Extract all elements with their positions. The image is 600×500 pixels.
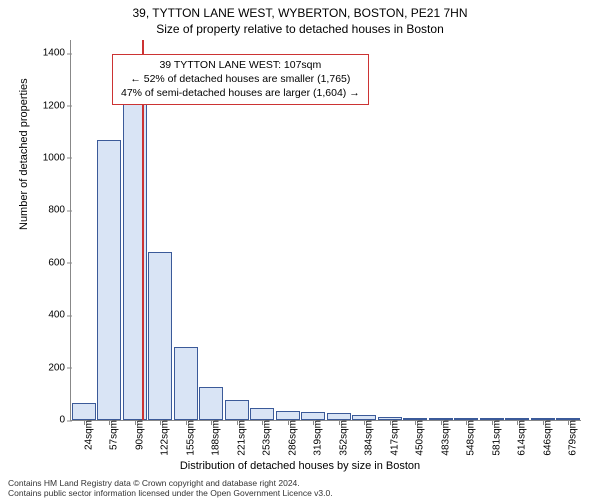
x-tick-label: 483sqm [438, 420, 451, 456]
chart-title-line2: Size of property relative to detached ho… [0, 22, 600, 36]
annotation-box: 39 TYTTON LANE WEST: 107sqm ← 52% of det… [112, 54, 369, 105]
histogram-bar [225, 400, 249, 420]
y-tick-label: 200 [48, 362, 71, 373]
y-tick-label: 600 [48, 257, 71, 268]
x-tick-label: 384sqm [362, 420, 375, 456]
x-tick-label: 24sqm [81, 420, 94, 450]
x-tick-label: 417sqm [387, 420, 400, 456]
footer-line2: Contains public sector information licen… [8, 488, 333, 498]
x-tick-label: 57sqm [107, 420, 120, 450]
x-tick-label: 221sqm [234, 420, 247, 456]
x-tick-label: 90sqm [132, 420, 145, 450]
x-tick-label: 679sqm [566, 420, 579, 456]
histogram-bar [72, 403, 96, 420]
histogram-bar [301, 412, 325, 420]
histogram-bar [97, 140, 121, 420]
chart-container: 39, TYTTON LANE WEST, WYBERTON, BOSTON, … [0, 0, 600, 500]
y-tick-label: 1400 [43, 48, 71, 59]
histogram-bar [174, 347, 198, 420]
histogram-bar [276, 411, 300, 420]
x-tick-label: 188sqm [209, 420, 222, 456]
annotation-line2: ← 52% of detached houses are smaller (1,… [121, 72, 360, 86]
footer-line1: Contains HM Land Registry data © Crown c… [8, 478, 333, 488]
x-tick-label: 581sqm [489, 420, 502, 456]
x-tick-label: 352sqm [336, 420, 349, 456]
y-tick-label: 1200 [43, 100, 71, 111]
x-tick-label: 646sqm [540, 420, 553, 456]
y-tick-label: 400 [48, 310, 71, 321]
histogram-bar [250, 408, 274, 420]
y-tick-label: 1000 [43, 152, 71, 163]
annotation-line3: 47% of semi-detached houses are larger (… [121, 86, 360, 100]
y-tick-label: 800 [48, 205, 71, 216]
y-axis-label: Number of detached properties [18, 78, 30, 230]
x-tick-label: 450sqm [413, 420, 426, 456]
x-tick-label: 286sqm [285, 420, 298, 456]
x-tick-label: 253sqm [260, 420, 273, 456]
footer-attribution: Contains HM Land Registry data © Crown c… [8, 478, 333, 498]
y-tick-label: 0 [59, 415, 71, 426]
annotation-line1: 39 TYTTON LANE WEST: 107sqm [121, 58, 360, 72]
x-tick-label: 155sqm [183, 420, 196, 456]
chart-title-line1: 39, TYTTON LANE WEST, WYBERTON, BOSTON, … [0, 6, 600, 20]
x-tick-label: 614sqm [515, 420, 528, 456]
x-tick-label: 548sqm [464, 420, 477, 456]
histogram-bar [148, 252, 172, 420]
x-tick-label: 319sqm [311, 420, 324, 456]
x-tick-label: 122sqm [158, 420, 171, 456]
x-axis-label: Distribution of detached houses by size … [0, 460, 600, 472]
histogram-bar [199, 387, 223, 420]
